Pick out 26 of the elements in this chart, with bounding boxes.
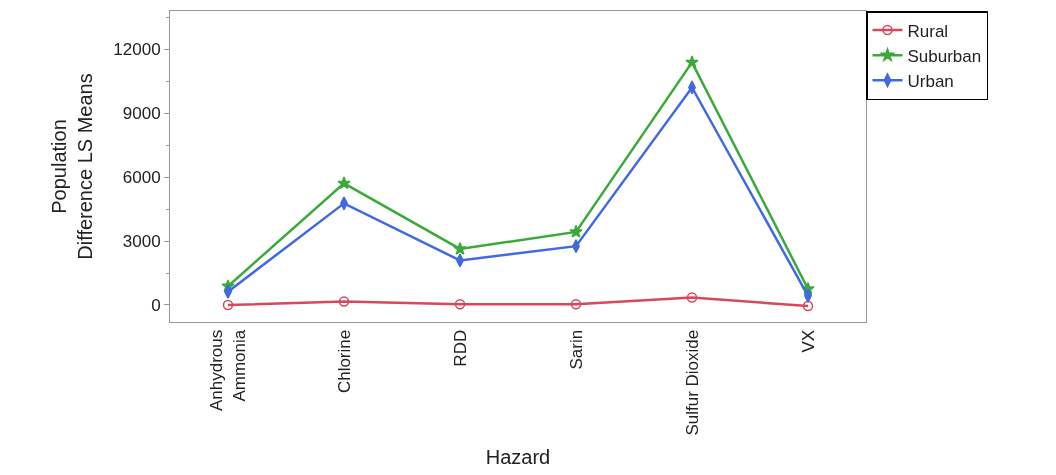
x-tick-label: RDD xyxy=(450,329,470,367)
x-tick-label: Sulfur Dioxide xyxy=(682,329,702,436)
x-tick-label: Sarin xyxy=(566,329,586,370)
legend-label: Suburban xyxy=(907,46,982,66)
point xyxy=(802,300,814,312)
x-tick-label: Chlorine xyxy=(334,329,354,394)
y-tick-label: 9000 xyxy=(122,104,161,124)
legend-label: Urban xyxy=(907,71,954,91)
point xyxy=(685,55,699,69)
point xyxy=(570,299,582,310)
point xyxy=(222,299,234,311)
y-tick-label: 0 xyxy=(151,295,161,315)
x-axis-title: Hazard xyxy=(485,446,551,469)
point xyxy=(338,296,350,307)
x-tick-label: Anhydrous Ammonia xyxy=(207,329,249,412)
point xyxy=(453,241,467,255)
point xyxy=(569,224,583,238)
y-tick-label: 12000 xyxy=(113,40,161,60)
point xyxy=(337,176,351,190)
y-tick-label: 6000 xyxy=(122,168,161,188)
point xyxy=(686,292,698,303)
y-axis-title: Population Difference LS Means xyxy=(47,73,96,260)
legend-label: Rural xyxy=(907,21,949,41)
point xyxy=(454,299,466,310)
y-tick-label: 3000 xyxy=(122,232,161,251)
x-tick-label: VX xyxy=(798,329,818,353)
